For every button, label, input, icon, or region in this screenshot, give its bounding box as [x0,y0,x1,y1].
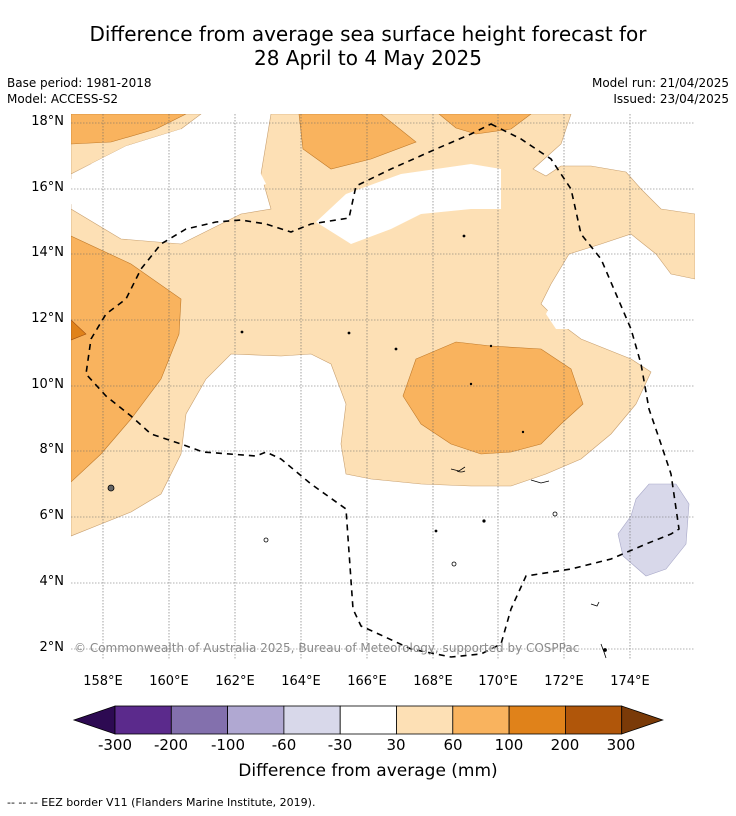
white-gap-upper-left [71,152,266,229]
colorbar-label: 100 [494,736,524,754]
x-tick: 166°E [347,674,387,689]
x-tick: 168°E [413,674,453,689]
colorbar-segment [339,705,397,735]
y-tick: 10°N [31,377,64,392]
title-line-1: Difference from average sea surface heig… [89,22,647,46]
contour-60-100-topleft [71,114,187,145]
y-tick: 12°N [31,311,64,326]
eez-footnote: -- -- -- EEZ border V11 (Flanders Marine… [7,796,316,809]
y-tick: 14°N [31,245,64,260]
contour-60-100-west [71,235,182,483]
colorbar-label: 300 [606,736,636,754]
y-tick: 16°N [31,180,64,195]
meta-right: Model run: 21/04/2025 Issued: 23/04/2025 [592,75,729,107]
base-period: Base period: 1981-2018 [7,76,152,90]
white-gap-mid [316,164,501,244]
colorbar-label: -100 [210,736,246,754]
colorbar-segment [564,705,623,735]
map-title: Difference from average sea surface heig… [0,22,736,70]
colorbar-label: -60 [271,736,297,754]
y-tick: 2°N [39,640,65,655]
y-tick: 18°N [31,114,64,129]
colorbar-segment [396,705,454,735]
contour-neg-30-60 [617,483,690,577]
white-gap-top [71,129,181,174]
colorbar-segment [283,705,341,735]
title-line-2: 28 April to 4 May 2025 [254,46,482,70]
meta-left: Base period: 1981-2018 Model: ACCESS-S2 [7,75,152,107]
map-plot-area [71,114,695,660]
contour-100-200-west [71,319,87,341]
colorbar-min-arrow [72,705,116,735]
x-tick: 158°E [83,674,123,689]
colorbar-segment [114,705,172,735]
colorbar-segment [170,705,229,735]
colorbar-label: 200 [550,736,580,754]
y-tick: 6°N [39,508,65,523]
colorbar-max-arrow [621,705,664,735]
x-tick: 170°E [478,674,518,689]
y-tick: 4°N [39,574,65,589]
island-outlines [107,234,607,659]
x-tick: 174°E [610,674,650,689]
eez-border [85,123,680,658]
y-tick: 8°N [39,442,65,457]
colorbar-segment [452,705,510,735]
colorbar-segment [508,705,566,735]
x-tick: 160°E [149,674,189,689]
contour-60-100-northeast [438,114,532,135]
copyright-notice: © Commonwealth of Australia 2025, Bureau… [74,641,580,655]
issued-date: Issued: 23/04/2025 [613,92,729,106]
colorbar-label: 30 [386,736,406,754]
colorbar-label: 60 [443,736,463,754]
gridlines [71,114,695,660]
map-svg [71,114,695,660]
colorbar-title: Difference from average (mm) [238,761,498,781]
white-gap-east [546,249,631,329]
model-run: Model run: 21/04/2025 [591,76,729,90]
contour-60-100-north [298,114,417,170]
contour-60-100-center [402,341,584,455]
model-name: Model: ACCESS-S2 [7,92,119,106]
x-tick: 172°E [544,674,584,689]
colorbar [72,705,664,735]
colorbar-segment [227,705,285,735]
colorbar-label: -200 [153,736,189,754]
colorbar-segments [72,705,664,735]
colorbar-label: -300 [97,736,133,754]
colorbar-label: -30 [327,736,353,754]
x-tick: 162°E [215,674,255,689]
x-tick: 164°E [281,674,321,689]
